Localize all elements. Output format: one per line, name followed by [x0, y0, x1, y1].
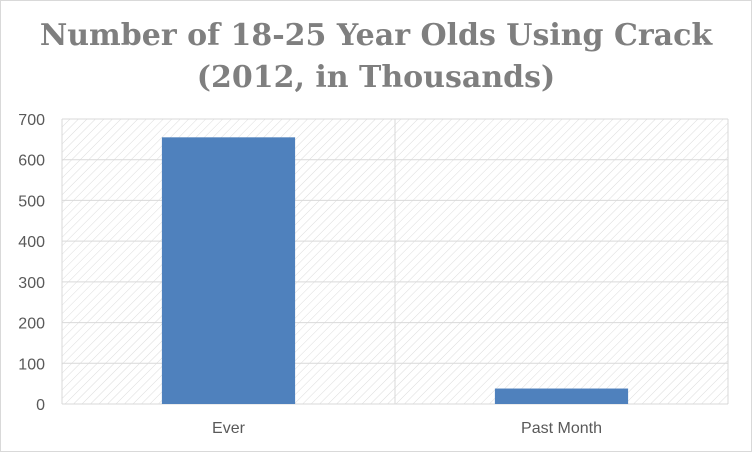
x-axis-categories: Ever Past Month — [212, 420, 602, 437]
y-tick-label: 400 — [18, 234, 45, 251]
y-axis-ticks: 0 100 200 300 400 500 600 700 — [18, 112, 45, 414]
chart-title: Number of 18-25 Year Olds Using Crack (2… — [1, 15, 751, 99]
bar-ever — [161, 137, 296, 405]
y-tick-label: 200 — [18, 316, 45, 333]
y-tick-label: 300 — [18, 275, 45, 292]
y-tick-label: 700 — [18, 112, 45, 129]
y-tick-label: 600 — [18, 153, 45, 170]
x-category-label: Ever — [212, 420, 246, 437]
y-tick-label: 500 — [18, 193, 45, 210]
bar-past-month — [494, 388, 629, 404]
chart-title-line-2: (2012, in Thousands) — [196, 60, 556, 95]
y-tick-label: 100 — [18, 356, 45, 373]
y-tick-label: 0 — [36, 397, 45, 414]
x-category-label: Past Month — [521, 420, 602, 437]
chart-title-line-1: Number of 18-25 Year Olds Using Crack — [39, 18, 713, 53]
bars — [161, 137, 629, 405]
